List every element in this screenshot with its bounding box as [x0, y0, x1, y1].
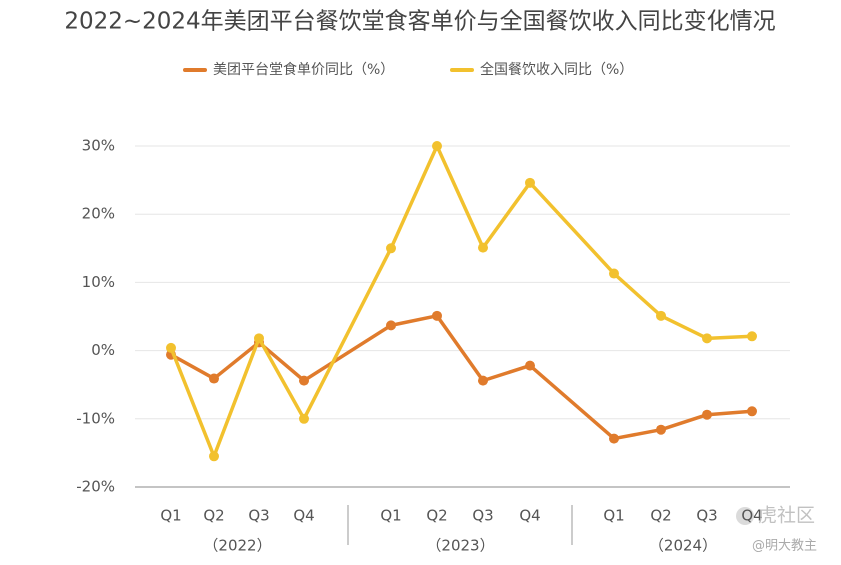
x-tick-label: Q4 — [519, 507, 540, 525]
data-point — [609, 268, 619, 279]
data-point — [386, 243, 396, 254]
x-tick-label: Q2 — [203, 507, 224, 525]
x-tick-label: Q2 — [426, 507, 447, 525]
data-point — [656, 310, 666, 321]
data-point — [432, 141, 442, 151]
chart-title: 2022~2024年美团平台餐饮堂食客单价与全国餐饮收入同比变化情况 — [64, 9, 775, 35]
data-point — [747, 331, 757, 342]
data-point — [209, 451, 219, 462]
data-point — [702, 333, 712, 344]
data-point — [525, 177, 535, 188]
x-tick-label: Q3 — [696, 507, 717, 525]
data-point — [299, 413, 309, 424]
group-label: （2024） — [649, 537, 717, 555]
data-point — [656, 424, 666, 435]
watermark: @明大教主 — [752, 538, 817, 554]
y-tick-label: 0% — [91, 341, 115, 359]
watermark-logo — [736, 507, 754, 525]
data-point — [478, 242, 488, 253]
series-line — [170, 314, 753, 441]
x-tick-label: Q4 — [741, 507, 762, 525]
x-tick-label: Q3 — [248, 507, 269, 525]
data-point — [525, 360, 535, 371]
data-point — [254, 333, 264, 344]
data-point — [609, 433, 619, 444]
data-point — [702, 409, 712, 420]
y-tick-label: -20% — [76, 478, 115, 496]
y-tick-label: 10% — [82, 273, 115, 291]
x-tick-label: Q1 — [160, 507, 181, 525]
group-label: （2023） — [426, 537, 494, 555]
data-point — [747, 406, 757, 417]
data-point — [209, 373, 219, 384]
data-point — [432, 310, 442, 321]
series-line — [169, 144, 753, 459]
data-point — [478, 375, 488, 386]
x-tick-label: Q2 — [650, 507, 671, 525]
y-tick-label: -10% — [76, 409, 115, 427]
y-tick-label: 30% — [82, 137, 115, 155]
x-tick-label: Q1 — [380, 507, 401, 525]
data-point — [166, 342, 176, 353]
y-tick-label: 20% — [82, 205, 115, 223]
x-tick-label: Q4 — [293, 507, 314, 525]
legend-label: 全国餐饮收入同比（%） — [480, 61, 633, 78]
group-label: （2022） — [203, 537, 271, 555]
x-tick-label: Q3 — [472, 507, 493, 525]
watermark: 虎社区 — [758, 505, 815, 527]
data-point — [386, 320, 396, 331]
legend-label: 美团平台堂食单价同比（%） — [213, 61, 394, 78]
data-point — [299, 375, 309, 386]
x-tick-label: Q1 — [603, 507, 624, 525]
